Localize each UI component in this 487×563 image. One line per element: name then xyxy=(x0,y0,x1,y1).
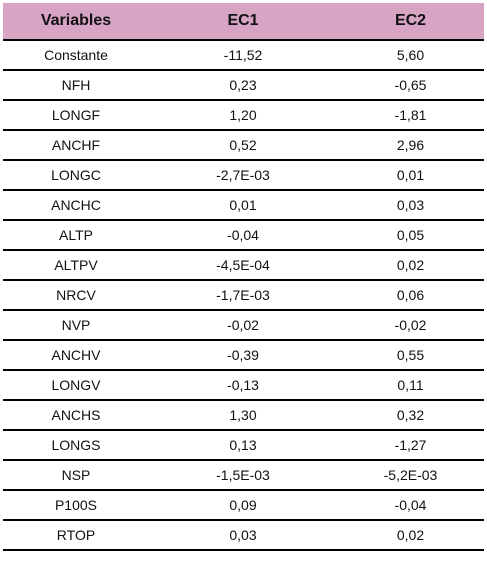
table-row: RTOP 0,03 0,02 xyxy=(3,520,484,551)
variable-cell: ALTPV xyxy=(3,250,149,281)
table-row: ANCHC 0,01 0,03 xyxy=(3,190,484,221)
table-row: ALTPV -4,5E-04 0,02 xyxy=(3,250,484,281)
variable-cell: LONGC xyxy=(3,160,149,191)
table-row: LONGV -0,13 0,11 xyxy=(3,370,484,401)
value-cell: -0,04 xyxy=(337,490,484,521)
value-cell: -0,65 xyxy=(337,70,484,101)
value-cell: 0,01 xyxy=(337,160,484,191)
variable-cell: ANCHS xyxy=(3,400,149,431)
variable-cell: NRCV xyxy=(3,280,149,311)
value-cell: 0,03 xyxy=(337,190,484,221)
value-cell: 0,13 xyxy=(149,430,337,461)
table-row: LONGF 1,20 -1,81 xyxy=(3,100,484,131)
table-row: P100S 0,09 -0,04 xyxy=(3,490,484,521)
header-cell: EC2 xyxy=(337,3,484,41)
variable-cell: P100S xyxy=(3,490,149,521)
table-row: Constante -11,52 5,60 xyxy=(3,40,484,71)
value-cell: 0,55 xyxy=(337,340,484,371)
value-cell: 5,60 xyxy=(337,40,484,71)
coefficients-table: Variables EC1 EC2 Constante -11,52 5,60 NFH 0,… xyxy=(3,3,484,551)
value-cell: 2,96 xyxy=(337,130,484,161)
value-cell: 0,05 xyxy=(337,220,484,251)
value-cell: 0,06 xyxy=(337,280,484,311)
value-cell: 1,30 xyxy=(149,400,337,431)
value-cell: 0,03 xyxy=(149,520,337,551)
table-row: NVP -0,02 -0,02 xyxy=(3,310,484,341)
value-cell: -0,04 xyxy=(149,220,337,251)
value-cell: 0,11 xyxy=(337,370,484,401)
value-cell: -4,5E-04 xyxy=(149,250,337,281)
value-cell: -11,52 xyxy=(149,40,337,71)
table-row: NSP -1,5E-03 -5,2E-03 xyxy=(3,460,484,491)
variable-cell: LONGF xyxy=(3,100,149,131)
value-cell: -1,81 xyxy=(337,100,484,131)
table-body: Constante -11,52 5,60 NFH 0,23 -0,65 LONGF 1,20… xyxy=(3,40,484,551)
value-cell: 0,02 xyxy=(337,250,484,281)
value-cell: -1,7E-03 xyxy=(149,280,337,311)
value-cell: 0,09 xyxy=(149,490,337,521)
variable-cell: ANCHC xyxy=(3,190,149,221)
value-cell: -2,7E-03 xyxy=(149,160,337,191)
table-row: NRCV -1,7E-03 0,06 xyxy=(3,280,484,311)
value-cell: -1,5E-03 xyxy=(149,460,337,491)
value-cell: 0,01 xyxy=(149,190,337,221)
header-row: Variables EC1 EC2 xyxy=(3,3,484,41)
table-head: Variables EC1 EC2 xyxy=(3,3,484,41)
value-cell: -5,2E-03 xyxy=(337,460,484,491)
variable-cell: ANCHV xyxy=(3,340,149,371)
variable-cell: LONGV xyxy=(3,370,149,401)
value-cell: -0,02 xyxy=(149,310,337,341)
table-row: LONGC -2,7E-03 0,01 xyxy=(3,160,484,191)
variable-cell: NVP xyxy=(3,310,149,341)
table-row: ANCHV -0,39 0,55 xyxy=(3,340,484,371)
header-cell: EC1 xyxy=(149,3,337,41)
table-row: ANCHS 1,30 0,32 xyxy=(3,400,484,431)
value-cell: 1,20 xyxy=(149,100,337,131)
table-row: ALTP -0,04 0,05 xyxy=(3,220,484,251)
table-row: LONGS 0,13 -1,27 xyxy=(3,430,484,461)
value-cell: 0,52 xyxy=(149,130,337,161)
table-row: ANCHF 0,52 2,96 xyxy=(3,130,484,161)
variable-cell: RTOP xyxy=(3,520,149,551)
variable-cell: ALTP xyxy=(3,220,149,251)
value-cell: -0,13 xyxy=(149,370,337,401)
variable-cell: LONGS xyxy=(3,430,149,461)
value-cell: -0,02 xyxy=(337,310,484,341)
value-cell: 0,32 xyxy=(337,400,484,431)
table-row: NFH 0,23 -0,65 xyxy=(3,70,484,101)
variable-cell: Constante xyxy=(3,40,149,71)
value-cell: 0,02 xyxy=(337,520,484,551)
header-cell: Variables xyxy=(3,3,149,41)
value-cell: -0,39 xyxy=(149,340,337,371)
value-cell: -1,27 xyxy=(337,430,484,461)
variable-cell: NSP xyxy=(3,460,149,491)
value-cell: 0,23 xyxy=(149,70,337,101)
variable-cell: NFH xyxy=(3,70,149,101)
variable-cell: ANCHF xyxy=(3,130,149,161)
